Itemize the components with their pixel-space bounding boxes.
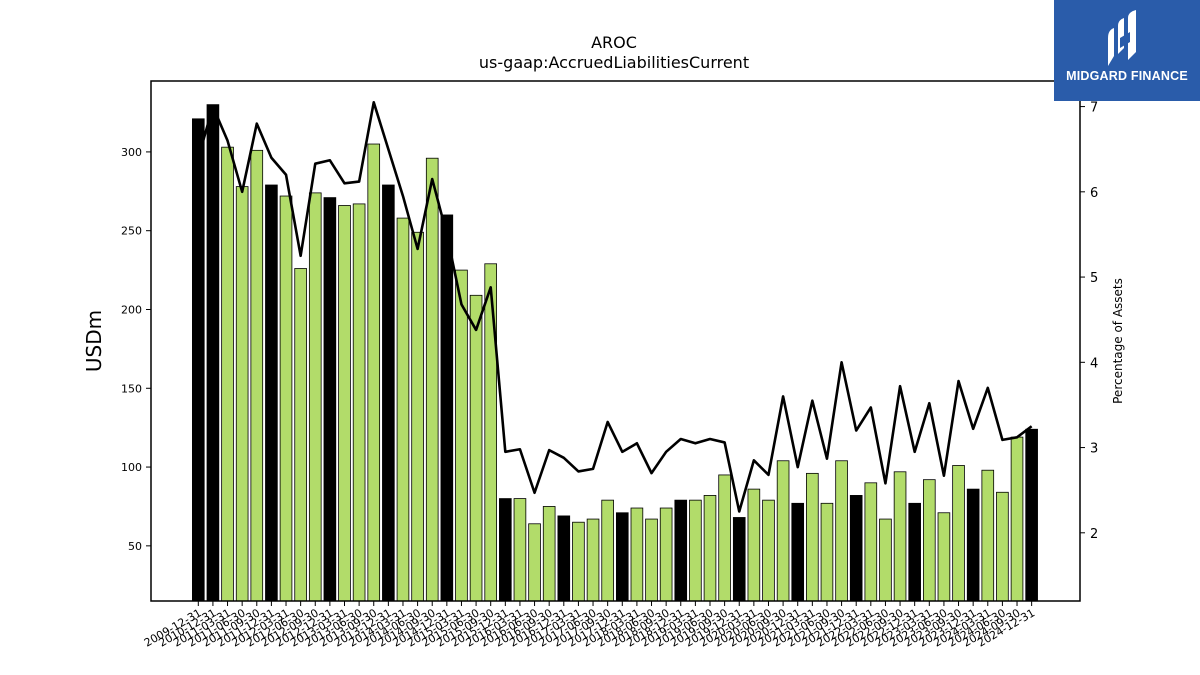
bar-2021-06-30 (820, 502, 834, 602)
bar-2018-03-31 (630, 507, 644, 602)
bar-2022-03-31 (864, 482, 878, 602)
series-line (197, 101, 1033, 513)
y-tick-label: 150 (121, 382, 142, 395)
bar-2017-03-31 (572, 521, 585, 602)
logo-text: MIDGARD FINANCE (1066, 69, 1188, 83)
bar-2013-09-30 (367, 143, 381, 602)
chart-title: AROC (591, 33, 637, 52)
bar-2019-03-31 (689, 499, 702, 602)
bar-2015-12-31 (499, 498, 512, 602)
bar-2017-12-31 (615, 512, 629, 602)
bar-2016-03-31 (513, 498, 527, 602)
bar-2014-03-31 (396, 217, 410, 602)
y-tick-label: 250 (121, 225, 142, 238)
bar-2015-03-31 (455, 269, 468, 602)
bar-2021-09-30 (835, 460, 848, 602)
bar-2014-09-30 (425, 157, 439, 602)
y2-tick-label: 3 (1090, 442, 1098, 457)
bar-2024-03-31 (981, 469, 995, 602)
bar-2018-06-30 (645, 518, 658, 602)
bar-2024-12-31 (1025, 428, 1038, 602)
y-tick-label: 200 (121, 303, 142, 316)
bar-2013-06-30 (352, 203, 366, 602)
bar-2023-12-31 (966, 488, 980, 602)
bar-2012-12-31 (323, 197, 337, 602)
y2-tick-label: 7 (1090, 101, 1098, 116)
bar-2011-03-31 (221, 146, 234, 602)
bar-2011-12-31 (265, 184, 278, 602)
y-tick-label: 300 (121, 146, 142, 159)
bar-2021-03-31 (806, 472, 819, 602)
bar-2020-09-30 (776, 460, 790, 602)
bars-group (191, 104, 1038, 602)
chart-subtitle: us-gaap:AccruedLiabilitiesCurrent (479, 53, 749, 72)
bar-2020-03-31 (747, 488, 761, 602)
bar-2015-09-30 (484, 263, 497, 602)
bar-2022-06-30 (879, 518, 892, 602)
bar-2023-06-30 (937, 512, 951, 602)
bar-2021-12-31 (849, 495, 863, 602)
bar-2024-06-30 (996, 491, 1009, 602)
bar-2019-06-30 (703, 495, 717, 602)
y-tick-label: 100 (121, 461, 142, 474)
bar-2010-12-31 (206, 104, 220, 602)
bar-2012-09-30 (308, 192, 322, 602)
bar-2017-06-30 (586, 518, 600, 602)
bar-2012-03-31 (279, 195, 293, 602)
y2-tick-label: 5 (1090, 271, 1098, 286)
bar-2014-12-31 (440, 214, 454, 602)
bar-2012-06-30 (294, 268, 307, 602)
bar-2009-12-31 (191, 118, 205, 602)
bar-2013-03-31 (338, 205, 351, 602)
bar-2023-09-30 (952, 465, 965, 602)
bar-2019-12-31 (732, 517, 746, 602)
logo: MIDGARD FINANCE (1054, 0, 1200, 101)
bar-2016-06-30 (528, 523, 541, 602)
bar-2020-06-30 (762, 499, 775, 602)
bar-2017-09-30 (601, 499, 614, 602)
bar-2022-09-30 (893, 471, 907, 602)
bar-2011-06-30 (235, 186, 249, 602)
bar-2018-12-31 (674, 499, 688, 602)
bar-2013-12-31 (382, 184, 395, 602)
bar-2011-09-30 (250, 149, 264, 602)
bar-2018-09-30 (659, 507, 673, 602)
bar-2015-06-30 (469, 294, 483, 602)
bar-2016-12-31 (557, 515, 571, 602)
y2-axis-label: Percentage of Assets (1111, 278, 1125, 404)
y2-tick-label: 4 (1090, 356, 1098, 371)
logo-mark-icon (1108, 10, 1136, 66)
bar-2020-12-31 (791, 502, 805, 602)
bar-2024-09-30 (1010, 436, 1024, 602)
bar-2022-12-31 (908, 502, 921, 602)
y-axis-label: USDm (82, 310, 106, 372)
y2-tick-label: 2 (1090, 527, 1098, 542)
bar-2019-09-30 (718, 474, 731, 602)
y2-tick-label: 6 (1090, 186, 1098, 201)
y-tick-label: 50 (128, 540, 142, 553)
line-group (197, 101, 1033, 513)
bar-2016-09-30 (542, 506, 556, 602)
plot-frame (150, 80, 1081, 602)
bar-2014-06-30 (411, 231, 424, 602)
bar-2023-03-31 (923, 479, 936, 602)
